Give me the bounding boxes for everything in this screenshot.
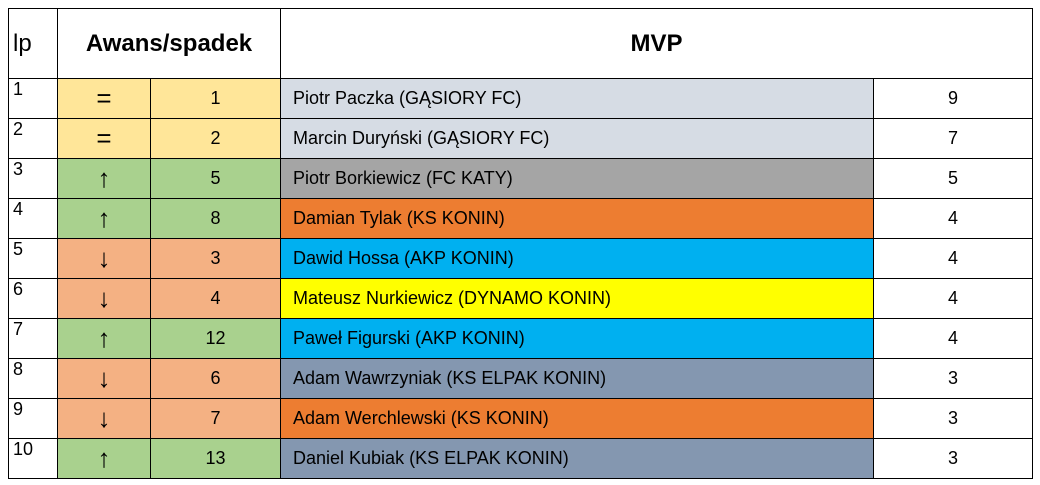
table-row: 3 ↑ 5 Piotr Borkiewicz (FC KATY) 5 bbox=[8, 158, 1033, 199]
header-mvp: MVP bbox=[280, 8, 1033, 79]
trend-icon: ↑ bbox=[57, 158, 151, 199]
trend-icon: = bbox=[57, 78, 151, 119]
trend-icon: ↑ bbox=[57, 438, 151, 479]
player-name: Marcin Duryński (GĄSIORY FC) bbox=[280, 118, 874, 159]
table-row: 7 ↑ 12 Paweł Figurski (AKP KONIN) 4 bbox=[8, 318, 1033, 359]
points: 7 bbox=[873, 118, 1033, 159]
table-row: 8 ↓ 6 Adam Wawrzyniak (KS ELPAK KONIN) 3 bbox=[8, 358, 1033, 399]
points: 9 bbox=[873, 78, 1033, 119]
row-number: 10 bbox=[8, 438, 58, 479]
previous-position: 5 bbox=[150, 158, 281, 199]
table-row: 9 ↓ 7 Adam Werchlewski (KS KONIN) 3 bbox=[8, 398, 1033, 439]
previous-position: 4 bbox=[150, 278, 281, 319]
player-name: Dawid Hossa (AKP KONIN) bbox=[280, 238, 874, 279]
table-row: 2 = 2 Marcin Duryński (GĄSIORY FC) 7 bbox=[8, 118, 1033, 159]
row-number: 6 bbox=[8, 278, 58, 319]
points: 5 bbox=[873, 158, 1033, 199]
previous-position: 1 bbox=[150, 78, 281, 119]
row-number: 5 bbox=[8, 238, 58, 279]
player-name: Piotr Borkiewicz (FC KATY) bbox=[280, 158, 874, 199]
player-name: Piotr Paczka (GĄSIORY FC) bbox=[280, 78, 874, 119]
trend-icon: ↓ bbox=[57, 398, 151, 439]
points: 4 bbox=[873, 198, 1033, 239]
header-change: Awans/spadek bbox=[57, 8, 281, 79]
previous-position: 8 bbox=[150, 198, 281, 239]
table-row: 4 ↑ 8 Damian Tylak (KS KONIN) 4 bbox=[8, 198, 1033, 239]
trend-icon: ↓ bbox=[57, 358, 151, 399]
table-row: 10 ↑ 13 Daniel Kubiak (KS ELPAK KONIN) 3 bbox=[8, 438, 1033, 479]
header-row: lp Awans/spadek MVP bbox=[8, 8, 1033, 79]
table-row: 5 ↓ 3 Dawid Hossa (AKP KONIN) 4 bbox=[8, 238, 1033, 279]
points: 4 bbox=[873, 318, 1033, 359]
row-number: 4 bbox=[8, 198, 58, 239]
player-name: Mateusz Nurkiewicz (DYNAMO KONIN) bbox=[280, 278, 874, 319]
row-number: 9 bbox=[8, 398, 58, 439]
trend-icon: ↑ bbox=[57, 318, 151, 359]
player-name: Adam Wawrzyniak (KS ELPAK KONIN) bbox=[280, 358, 874, 399]
row-number: 8 bbox=[8, 358, 58, 399]
trend-icon: = bbox=[57, 118, 151, 159]
row-number: 3 bbox=[8, 158, 58, 199]
header-lp: lp bbox=[8, 8, 58, 79]
points: 3 bbox=[873, 438, 1033, 479]
player-name: Daniel Kubiak (KS ELPAK KONIN) bbox=[280, 438, 874, 479]
points: 3 bbox=[873, 398, 1033, 439]
previous-position: 6 bbox=[150, 358, 281, 399]
previous-position: 7 bbox=[150, 398, 281, 439]
table-row: 6 ↓ 4 Mateusz Nurkiewicz (DYNAMO KONIN) 4 bbox=[8, 278, 1033, 319]
points: 3 bbox=[873, 358, 1033, 399]
row-number: 1 bbox=[8, 78, 58, 119]
player-name: Damian Tylak (KS KONIN) bbox=[280, 198, 874, 239]
trend-icon: ↓ bbox=[57, 278, 151, 319]
previous-position: 13 bbox=[150, 438, 281, 479]
row-number: 2 bbox=[8, 118, 58, 159]
points: 4 bbox=[873, 278, 1033, 319]
previous-position: 2 bbox=[150, 118, 281, 159]
previous-position: 3 bbox=[150, 238, 281, 279]
table-row: 1 = 1 Piotr Paczka (GĄSIORY FC) 9 bbox=[8, 78, 1033, 119]
row-number: 7 bbox=[8, 318, 58, 359]
trend-icon: ↓ bbox=[57, 238, 151, 279]
player-name: Adam Werchlewski (KS KONIN) bbox=[280, 398, 874, 439]
previous-position: 12 bbox=[150, 318, 281, 359]
player-name: Paweł Figurski (AKP KONIN) bbox=[280, 318, 874, 359]
mvp-table: lp Awans/spadek MVP 1 = 1 Piotr Paczka (GĄS… bbox=[8, 8, 1033, 479]
trend-icon: ↑ bbox=[57, 198, 151, 239]
points: 4 bbox=[873, 238, 1033, 279]
